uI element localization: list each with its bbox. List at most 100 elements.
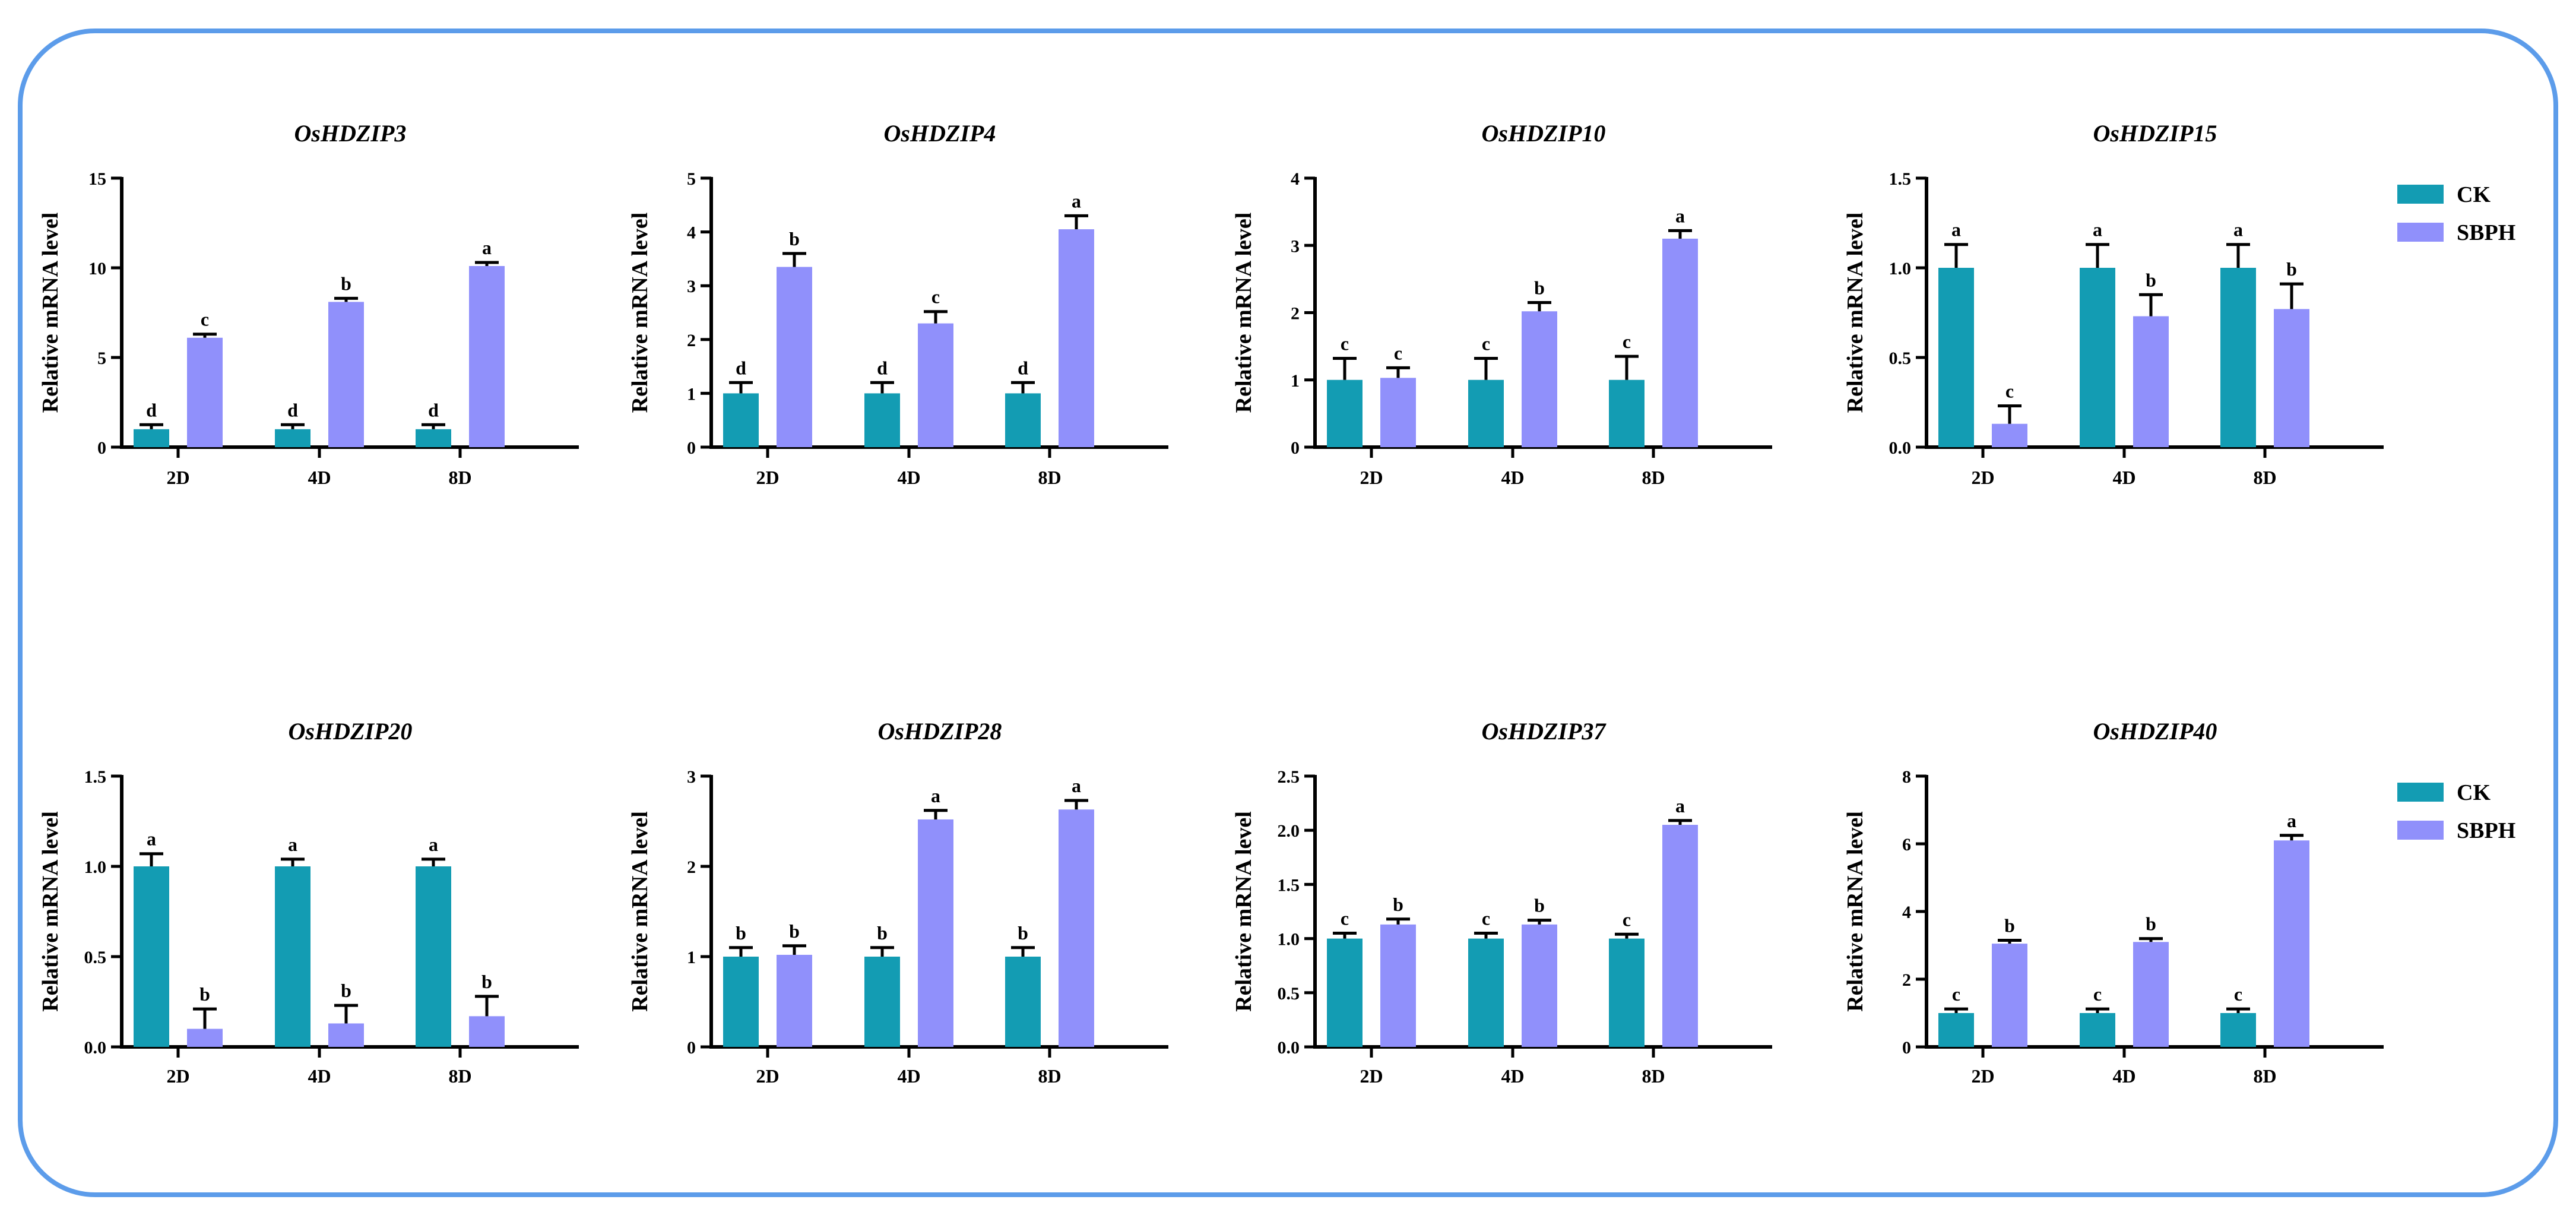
panel-8-x-tick-label: 2D — [1971, 1065, 1994, 1087]
panel-8-y-tick-label: 2 — [1902, 970, 1911, 990]
panel-6-y-tick-label: 3 — [687, 767, 696, 787]
panel-8-x-tick-label: 8D — [2253, 1065, 2276, 1087]
panel-4-y-axis-label: Relative mRNA level — [1843, 213, 1868, 413]
panel-5-significance-letter: b — [199, 983, 210, 1005]
panel-6-x-tick-label: 4D — [897, 1065, 920, 1087]
panel-6-significance-letter: a — [1072, 775, 1081, 796]
panel-3-bar-ck — [1609, 379, 1645, 447]
panel-5-bar-ck — [134, 866, 169, 1047]
panel-8-y-tick-label: 0 — [1902, 1038, 1911, 1058]
panel-7-x-tick-label: 2D — [1360, 1065, 1383, 1087]
panel-2-y-tick-label: 2 — [687, 331, 696, 350]
panel-3-significance-letter: a — [1675, 205, 1685, 226]
panel-2-bar-sbph — [1059, 229, 1094, 447]
panel-1-significance-letter: d — [146, 399, 157, 420]
panel-7-significance-letter: b — [1393, 894, 1403, 915]
panel-4-bar-sbph — [2133, 316, 2169, 447]
legend-1-label-sbph: SBPH — [2457, 220, 2515, 245]
panel-2-y-axis-label: Relative mRNA level — [628, 213, 652, 413]
panel-4-bar-sbph — [2274, 309, 2309, 447]
panel-5-bar-sbph — [187, 1028, 223, 1047]
panel-8-significance-letter: b — [2004, 914, 2015, 936]
panel-8-y-axis-label: Relative mRNA level — [1843, 811, 1868, 1012]
panel-7-bar-sbph — [1662, 825, 1698, 1047]
panel-2-y-tick-label: 1 — [687, 384, 696, 404]
panel-2-bar-ck — [864, 393, 900, 447]
panel-2-x-tick-label: 4D — [897, 467, 920, 488]
panel-8-bar-ck — [1938, 1013, 1974, 1047]
panel-1-significance-letter: d — [287, 399, 298, 420]
panel-7-y-tick-label: 1.0 — [1278, 930, 1300, 950]
panel-8-x-tick-label: 4D — [2112, 1065, 2135, 1087]
panel-5-y-tick-label: 1.5 — [84, 767, 107, 787]
panel-4-bar-sbph — [1992, 423, 2027, 447]
panel-8-significance-letter: c — [2234, 983, 2242, 1005]
panel-2-x-tick-label: 8D — [1038, 467, 1061, 488]
panel-5-significance-letter: b — [481, 971, 492, 992]
panel-7-title: OsHDZIP37 — [1482, 718, 1607, 745]
panel-2-bar-ck — [723, 393, 759, 447]
panel-7-bar-sbph — [1380, 924, 1416, 1047]
panel-2-significance-letter: b — [789, 228, 800, 249]
panel-1-bar-sbph — [328, 302, 364, 447]
panel-4-y-tick-label: 1.0 — [1889, 259, 1912, 278]
panel-2-significance-letter: d — [877, 357, 888, 378]
panel-7-y-tick-label: 0.0 — [1278, 1038, 1300, 1058]
panel-3-y-tick-label: 1 — [1291, 371, 1300, 391]
panel-8-significance-letter: b — [2146, 913, 2156, 935]
panel-6-significance-letter: b — [877, 922, 888, 944]
panel-5-x-tick-label: 4D — [308, 1065, 331, 1087]
panel-6-bar-sbph — [1059, 809, 1094, 1047]
panel-3-y-tick-label: 4 — [1291, 169, 1300, 189]
panel-5-x-tick-label: 2D — [166, 1065, 189, 1087]
panel-6-bar-sbph — [918, 819, 953, 1047]
panel-2-y-tick-label: 0 — [687, 438, 696, 458]
panel-6-significance-letter: b — [736, 922, 746, 944]
panel-1-significance-letter: a — [482, 237, 492, 258]
panel-7-x-tick-label: 4D — [1501, 1065, 1524, 1087]
panel-2-significance-letter: a — [1072, 190, 1081, 211]
panel-1-bar-ck — [416, 429, 451, 447]
panel-8-title: OsHDZIP40 — [2093, 718, 2217, 745]
panel-5-y-tick-label: 0.5 — [84, 948, 107, 967]
panel-1-y-tick-label: 0 — [97, 438, 106, 458]
panel-6-y-axis-label: Relative mRNA level — [628, 811, 652, 1012]
panel-1-bar-ck — [134, 429, 169, 447]
panel-2-y-tick-label: 5 — [687, 169, 696, 189]
panel-8-bar-ck — [2080, 1013, 2115, 1047]
panel-1-bar-ck — [275, 429, 310, 447]
panel-3-x-tick-label: 8D — [1642, 467, 1665, 488]
panel-4-bar-ck — [2220, 268, 2256, 447]
panel-5-bar-sbph — [328, 1023, 364, 1047]
panel-1-significance-letter: b — [341, 273, 351, 294]
panel-7-y-tick-label: 0.5 — [1278, 984, 1300, 1004]
panel-7-bar-ck — [1609, 938, 1645, 1047]
legend-1-swatch-ck — [2397, 185, 2444, 204]
panel-2-significance-letter: c — [931, 286, 940, 308]
panel-6-y-tick-label: 1 — [687, 948, 696, 967]
panel-3-bar-ck — [1327, 379, 1363, 447]
panel-3-x-tick-label: 4D — [1501, 467, 1524, 488]
panel-6-bar-ck — [723, 957, 759, 1047]
panel-5-significance-letter: b — [341, 980, 351, 1001]
panel-5-significance-letter: a — [288, 834, 297, 855]
panel-3-bar-sbph — [1522, 311, 1557, 447]
panel-3-bar-sbph — [1380, 378, 1416, 447]
panel-1-y-tick-label: 15 — [88, 169, 106, 189]
panel-4-x-tick-label: 2D — [1971, 467, 1994, 488]
panel-4-significance-letter: a — [1951, 219, 1961, 240]
panel-3-bar-sbph — [1662, 238, 1698, 447]
panel-3-significance-letter: c — [1394, 342, 1402, 363]
panel-2-bar-ck — [1005, 393, 1041, 447]
legend-2-swatch-ck — [2397, 783, 2444, 802]
panel-7-significance-letter: c — [1341, 907, 1349, 929]
panel-6-x-tick-label: 2D — [756, 1065, 779, 1087]
panel-7-x-tick-label: 8D — [1642, 1065, 1665, 1087]
panel-7-y-tick-label: 1.5 — [1278, 875, 1300, 895]
panel-4-title: OsHDZIP15 — [2093, 120, 2217, 147]
panel-4-significance-letter: c — [2005, 381, 2014, 402]
panel-2-significance-letter: d — [1018, 357, 1028, 378]
panel-6-significance-letter: a — [931, 785, 940, 806]
panel-8-y-tick-label: 8 — [1902, 767, 1911, 787]
